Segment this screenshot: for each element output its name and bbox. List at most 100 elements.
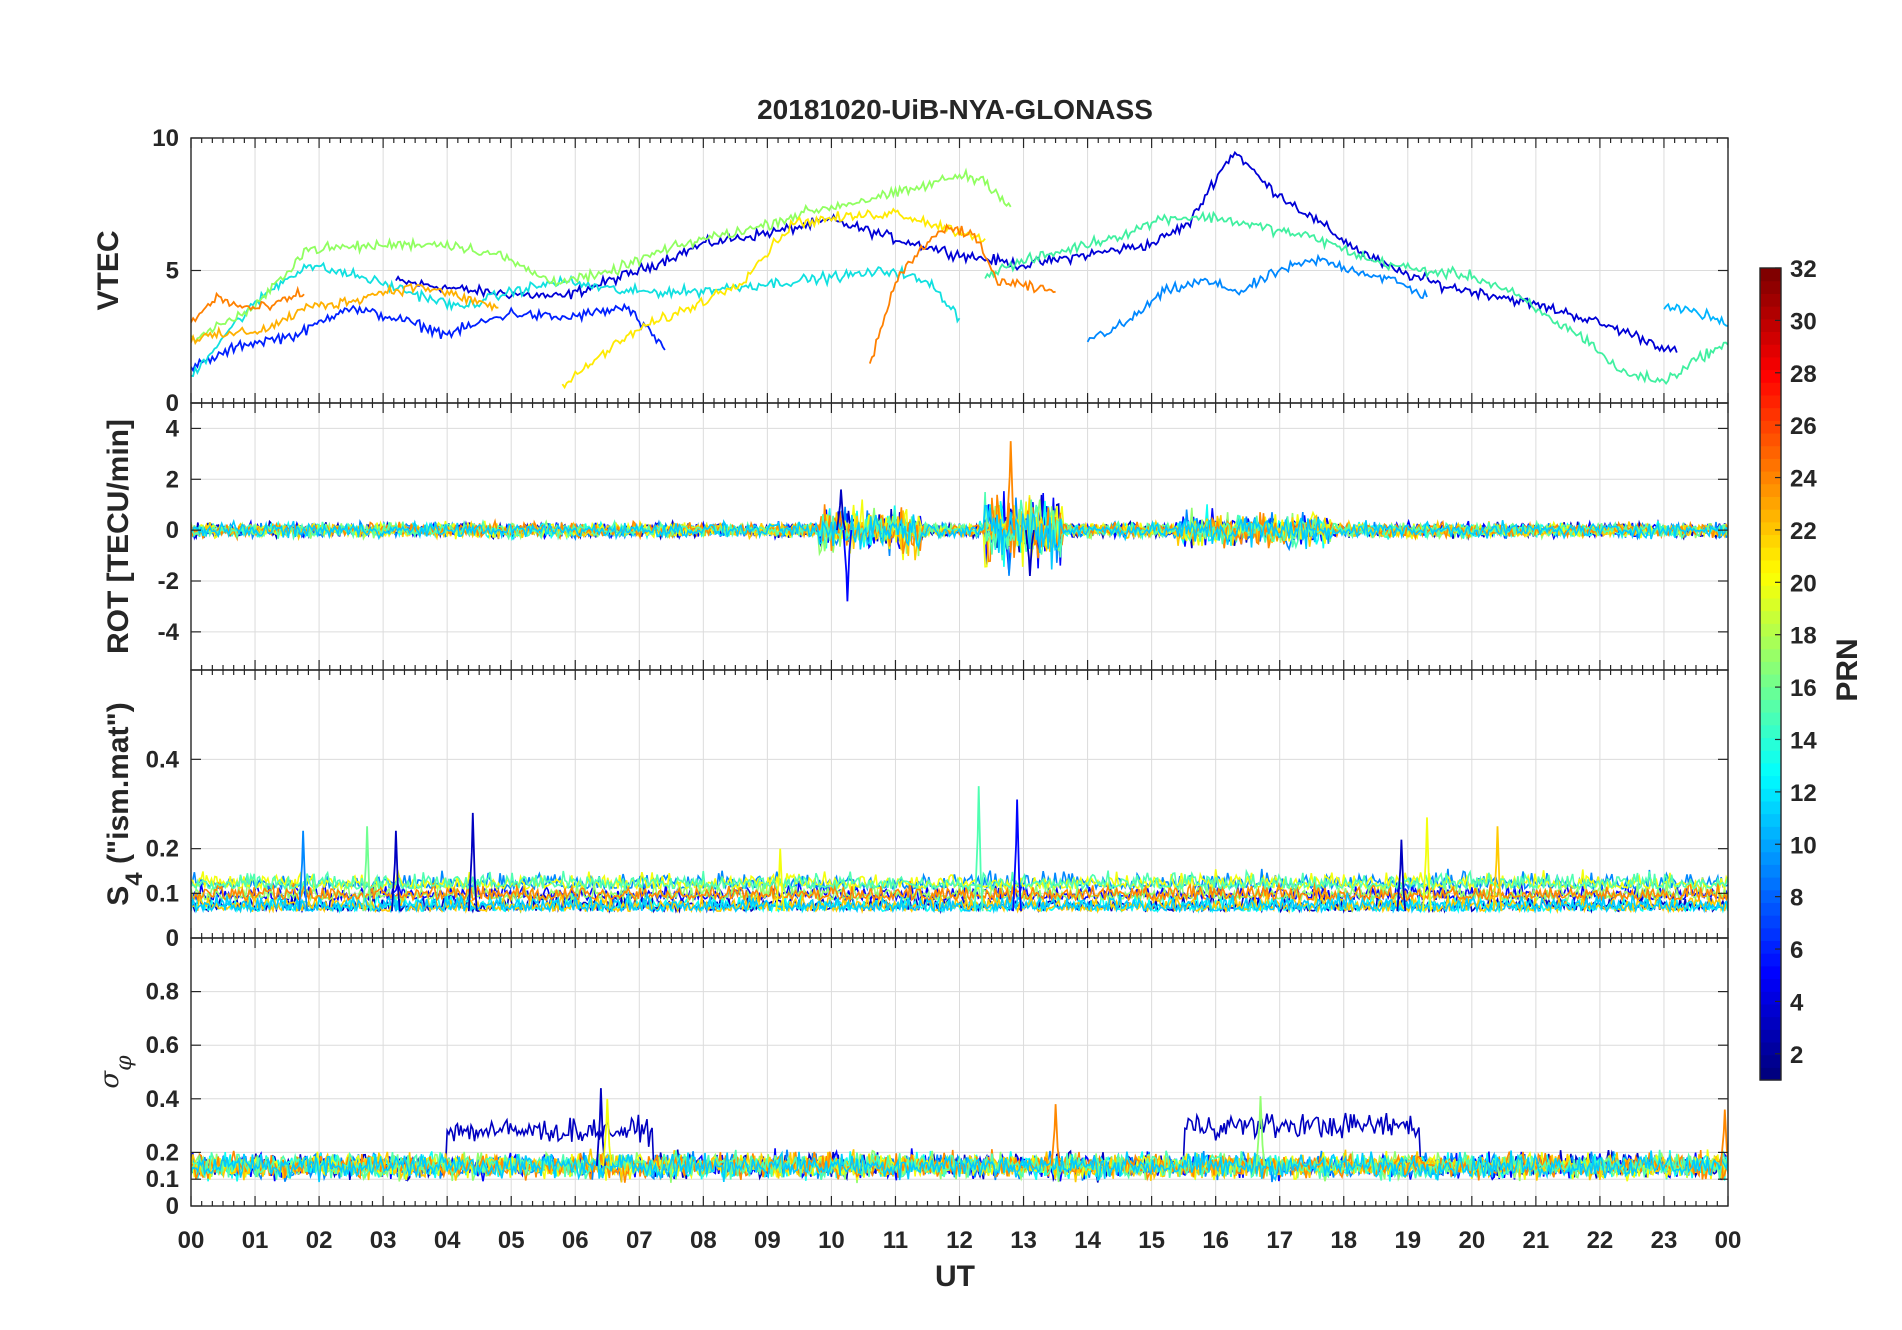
colorbar-segment xyxy=(1760,420,1781,434)
vtec-series-prn-22 xyxy=(191,282,499,346)
colorbar-tick-label: 14 xyxy=(1790,727,1817,754)
colorbar-segment xyxy=(1760,356,1781,371)
x-tick-label: 12 xyxy=(946,1227,973,1254)
colorbar-segment xyxy=(1760,318,1781,333)
y-tick-label: 0.1 xyxy=(146,1166,179,1193)
vtec-series-prn-9 xyxy=(1086,253,1428,343)
panel-data xyxy=(191,1088,1728,1184)
colorbar-segment xyxy=(1760,280,1781,294)
colorbar-label: PRN xyxy=(1831,638,1864,701)
colorbar-segment xyxy=(1760,306,1781,320)
x-tick-label: 19 xyxy=(1394,1227,1421,1254)
colorbar-tick-label: 28 xyxy=(1790,361,1817,388)
peak-prn-5 xyxy=(842,530,853,602)
colorbar-segment xyxy=(1760,737,1781,751)
vtec-series-prn-13 xyxy=(191,261,961,377)
x-tick-label: 02 xyxy=(306,1227,333,1254)
x-tick-label: 11 xyxy=(883,1227,908,1254)
peak-prn-9 xyxy=(298,830,308,912)
colorbar-tick-label: 20 xyxy=(1790,570,1817,597)
colorbar-segment xyxy=(1760,559,1781,574)
x-tick-label: 00 xyxy=(178,1227,205,1254)
colorbar-tick-label: 8 xyxy=(1790,885,1803,912)
colorbar-segment xyxy=(1760,750,1781,764)
x-tick-label: 05 xyxy=(498,1227,525,1254)
x-tick-label: 23 xyxy=(1651,1227,1678,1254)
vtec-series-prn-3 xyxy=(395,150,1678,354)
peak-prn-20 xyxy=(602,1098,613,1166)
panel-data xyxy=(191,786,1728,915)
colorbar-segment xyxy=(1760,369,1781,383)
colorbar-segment xyxy=(1760,382,1781,396)
colorbar-segment xyxy=(1760,953,1781,967)
colorbar-segment xyxy=(1760,432,1781,447)
colorbar-segment xyxy=(1760,344,1781,358)
vtec-series-prn-24 xyxy=(191,285,305,323)
colorbar-segment xyxy=(1760,268,1781,282)
colorbar-tick-label: 16 xyxy=(1790,675,1817,702)
colorbar-segment xyxy=(1760,1029,1781,1043)
colorbar-segment xyxy=(1760,471,1781,485)
colorbar-segment xyxy=(1760,699,1781,713)
peak-prn-24 xyxy=(1005,441,1016,531)
colorbar-tick-label: 26 xyxy=(1790,413,1817,440)
colorbar-segment xyxy=(1760,648,1781,662)
colorbar-tick-label: 24 xyxy=(1790,466,1817,493)
colorbar-segment xyxy=(1760,661,1781,675)
y-tick-label: -4 xyxy=(158,619,180,646)
y-tick-label: 0.2 xyxy=(146,836,179,863)
colorbar-segment xyxy=(1760,686,1781,700)
vtec-series-prn-5 xyxy=(191,302,666,373)
colorbar-tick-label: 4 xyxy=(1790,989,1804,1016)
colorbar-segment xyxy=(1760,534,1781,548)
x-tick-label: 08 xyxy=(690,1227,717,1254)
vtec-series-prn-24 xyxy=(868,223,1056,364)
peak-prn-20 xyxy=(775,848,786,912)
x-axis: 00 01 02 03 04 05 06 07 08 09 10 11 12 13 14 15 16 17 18 19… xyxy=(178,1227,1742,1254)
colorbar-segment xyxy=(1760,445,1781,459)
colorbar-segment xyxy=(1760,674,1781,688)
panel-2: -4 -2 0 2 4 ROT [TECU/min] xyxy=(102,402,1729,671)
x-tick-label: 03 xyxy=(370,1227,397,1254)
colorbar-tick-label: 32 xyxy=(1790,256,1817,283)
y-axis-label-1: VTEC xyxy=(92,230,125,310)
colorbar-segment xyxy=(1760,838,1781,853)
vtec-series-prn-20 xyxy=(561,207,986,390)
colorbar-segment xyxy=(1760,813,1781,827)
colorbar-segment xyxy=(1760,623,1781,637)
x-tick-label: 16 xyxy=(1202,1227,1229,1254)
series-prn-11 xyxy=(191,890,1728,914)
y-tick-label: 0 xyxy=(166,925,179,952)
x-tick-label: 00 xyxy=(1715,1227,1742,1254)
colorbar-segment xyxy=(1760,547,1781,561)
y-tick-label: 0 xyxy=(166,517,179,544)
peak-prn-22 xyxy=(1492,826,1503,912)
x-tick-label: 09 xyxy=(754,1227,781,1254)
colorbar-segment xyxy=(1760,991,1781,1005)
y-axis-label-4: σφ xyxy=(95,1055,137,1089)
panel-4: 00.10.2 0.4 0.6 0.8 σφ xyxy=(95,937,1729,1220)
y-axis-label-2: ROT [TECU/min] xyxy=(102,419,135,654)
y-label-rest: ("ism.mat") xyxy=(102,702,135,872)
y-tick-label: 0.2 xyxy=(146,1139,179,1166)
colorbar-tick-label: 12 xyxy=(1790,780,1817,807)
x-axis-label: UT xyxy=(935,1260,975,1293)
panel-3: 00.10.20.4S4 ("ism.mat") xyxy=(102,669,1729,952)
peak-prn-3 xyxy=(836,489,846,531)
y-label-sub: φ xyxy=(112,1055,137,1071)
x-tick-label: 01 xyxy=(242,1227,269,1254)
colorbar-tick-label: 22 xyxy=(1790,518,1817,545)
colorbar-segment xyxy=(1760,800,1781,815)
colorbar-segment xyxy=(1760,635,1781,650)
colorbar-segment xyxy=(1760,610,1781,624)
colorbar-segment xyxy=(1760,978,1781,992)
peak-prn-3 xyxy=(467,812,478,912)
peak-prn-15 xyxy=(973,786,984,912)
y-tick-label: 0.4 xyxy=(146,746,180,773)
y-tick-label: 2 xyxy=(166,466,179,493)
colorbar-segment xyxy=(1760,1041,1781,1056)
y-tick-label: 0.8 xyxy=(146,979,179,1006)
panel-data xyxy=(191,441,1728,602)
colorbar-segment xyxy=(1760,712,1781,726)
